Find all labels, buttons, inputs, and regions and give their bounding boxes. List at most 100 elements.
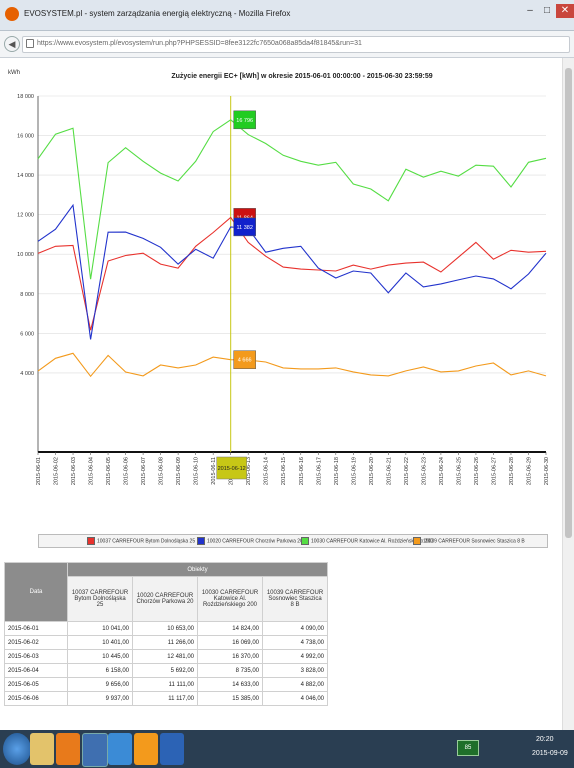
- legend-label: 10039 CARREFOUR Sosnowiec Staszica 8 B: [423, 538, 525, 545]
- back-arrow-icon[interactable]: ◀: [4, 36, 20, 52]
- legend-item[interactable]: 10039 CARREFOUR Sosnowiec Staszica 8 B: [413, 537, 525, 545]
- y-tick-label: 12 000: [17, 213, 34, 219]
- objects-group-header: Obiekty: [67, 562, 328, 577]
- value-cell: 14 824,00: [197, 621, 263, 636]
- minimize-button[interactable]: –: [527, 5, 533, 16]
- x-tick-label: 2015-06-19: [351, 457, 357, 485]
- value-tooltip: [233, 110, 256, 130]
- tooltip-label: 16 796: [236, 118, 253, 124]
- value-cell: 9 656,00: [67, 677, 133, 692]
- table-row: 2015-06-04 6 158,00 5 692,00 8 735,00 3 828,…: [4, 663, 328, 678]
- date-cell: 2015-06-05: [4, 677, 68, 692]
- close-button[interactable]: ✕: [556, 4, 574, 18]
- value-cell: 8 735,00: [197, 663, 263, 678]
- chart-title: Zużycie energii EC+ [kWh] w okresie 2015…: [171, 73, 432, 80]
- x-tick-label: 2015-06-26: [474, 457, 480, 485]
- table-row: 2015-06-05 9 656,00 11 111,00 14 633,00 4 88…: [4, 677, 328, 692]
- app-icon[interactable]: [134, 733, 158, 765]
- internet-explorer-icon[interactable]: [108, 733, 132, 765]
- x-tick-label: 2015-06-13: [246, 457, 252, 485]
- x-tick-label: 2015-06-25: [456, 457, 462, 485]
- table-row: 2015-06-06 9 937,00 11 117,00 15 385,00 4 04…: [4, 691, 328, 706]
- value-cell: 10 445,00: [67, 649, 133, 664]
- value-cell: 9 937,00: [67, 691, 133, 706]
- column-header[interactable]: 10039 CARREFOUR Sosnowiec Staszica 8 B: [262, 576, 328, 622]
- value-tooltip: [233, 217, 256, 237]
- x-tick-label: 2015-06-16: [299, 457, 305, 485]
- x-tick-label: 2015-06-04: [89, 457, 95, 485]
- legend-label: 10020 CARREFOUR Chorzów Parkowa 20: [207, 538, 303, 545]
- x-tick-label: 2015-06-23: [421, 457, 427, 485]
- date-cell: 2015-06-03: [4, 649, 68, 664]
- date-cell: 2015-06-02: [4, 635, 68, 650]
- column-header[interactable]: 10020 CARREFOUR Chorzów Parkowa 20: [132, 576, 198, 622]
- y-tick-label: 18 000: [17, 94, 34, 100]
- legend-label: 10037 CARREFOUR Bytom Dolnośląska 25: [97, 538, 196, 545]
- value-cell: 3 828,00: [262, 663, 328, 678]
- table-row: 2015-06-01 10 041,00 10 653,00 14 824,00 4 0…: [4, 621, 328, 636]
- y-axis-label: kWh: [8, 70, 20, 76]
- legend-swatch: [301, 537, 309, 545]
- y-tick-label: 10 000: [17, 252, 34, 258]
- value-cell: 11 266,00: [132, 635, 198, 650]
- value-cell: 12 481,00: [132, 649, 198, 664]
- x-tick-label: 2015-06-11: [211, 457, 217, 485]
- x-tick-label: 2015-06-21: [386, 457, 392, 485]
- media-player-icon[interactable]: [56, 733, 80, 765]
- value-cell: 16 370,00: [197, 649, 263, 664]
- value-cell: 5 692,00: [132, 663, 198, 678]
- value-cell: 4 882,00: [262, 677, 328, 692]
- y-tick-label: 8 000: [20, 292, 34, 298]
- x-tick-label: 2015-06-10: [194, 457, 200, 485]
- value-cell: 10 653,00: [132, 621, 198, 636]
- x-tick-label: 2015-06-05: [106, 457, 112, 485]
- url-text[interactable]: https://www.evosystem.pl/evosystem/run.p…: [37, 40, 362, 47]
- column-header[interactable]: 10037 CARREFOUR Bytom Dolnośląska 25: [67, 576, 133, 622]
- value-cell: 6 158,00: [67, 663, 133, 678]
- clock-date[interactable]: 2015-09-09: [532, 750, 568, 757]
- data-table: Data Obiekty 10037 CARREFOUR Bytom Dolno…: [4, 562, 328, 706]
- start-button[interactable]: [3, 733, 31, 765]
- tooltip-label: 4 666: [238, 358, 252, 364]
- firefox-icon: [5, 7, 19, 21]
- column-header[interactable]: 10030 CARREFOUR Katowice Al. Roździeński…: [197, 576, 263, 622]
- legend-item[interactable]: 10037 CARREFOUR Bytom Dolnośląska 25: [87, 537, 195, 545]
- legend-swatch: [87, 537, 95, 545]
- firefox-taskbar-icon[interactable]: [82, 733, 108, 767]
- crosshair-date-label: 2015-06-12: [218, 466, 246, 472]
- scrollbar-thumb[interactable]: [565, 68, 572, 538]
- x-tick-label: 2015-06-18: [334, 457, 340, 485]
- x-tick-label: 2015-06-20: [369, 457, 375, 485]
- x-tick-label: 2015-06-14: [264, 457, 270, 485]
- y-tick-label: 4 000: [20, 371, 34, 377]
- x-tick-label: 2015-06-09: [176, 457, 182, 485]
- value-cell: 16 069,00: [197, 635, 263, 650]
- tray-indicator[interactable]: 85: [457, 740, 479, 756]
- word-icon[interactable]: [160, 733, 184, 765]
- x-tick-label: 2015-06-24: [439, 457, 445, 485]
- x-tick-label: 2015-06-29: [526, 457, 532, 485]
- table-row: 2015-06-02 10 401,00 11 266,00 16 069,00 4 7…: [4, 635, 328, 650]
- legend-item[interactable]: 10030 CARREFOUR Katowice Al. Roździeński…: [301, 537, 433, 545]
- value-cell: 11 117,00: [132, 691, 198, 706]
- date-column-header[interactable]: Data: [4, 562, 68, 622]
- legend-label: 10030 CARREFOUR Katowice Al. Roździeński…: [311, 538, 434, 545]
- maximize-button[interactable]: □: [543, 5, 551, 16]
- series-line: [37, 352, 547, 378]
- y-tick-label: 14 000: [17, 173, 34, 179]
- y-tick-label: 6 000: [20, 331, 34, 337]
- clock-time[interactable]: 20:20: [536, 736, 554, 743]
- page-content: Zużycie energii EC+ [kWh] w okresie 2015…: [0, 58, 562, 730]
- series-line: [37, 203, 547, 340]
- x-tick-label: 2015-06-01: [36, 457, 42, 485]
- y-tick-label: 16 000: [17, 134, 34, 140]
- explorer-icon[interactable]: [30, 733, 54, 765]
- x-tick-label: 2015-06-22: [404, 457, 410, 485]
- address-bar[interactable]: https://www.evosystem.pl/evosystem/run.p…: [22, 36, 570, 53]
- legend-item[interactable]: 10020 CARREFOUR Chorzów Parkowa 20: [197, 537, 303, 545]
- value-tooltip: [233, 350, 256, 369]
- vertical-scrollbar[interactable]: [562, 58, 574, 730]
- x-tick-label: 2015-06-27: [491, 457, 497, 485]
- x-tick-label: 2015-06-07: [141, 457, 147, 485]
- series-line: [37, 216, 547, 331]
